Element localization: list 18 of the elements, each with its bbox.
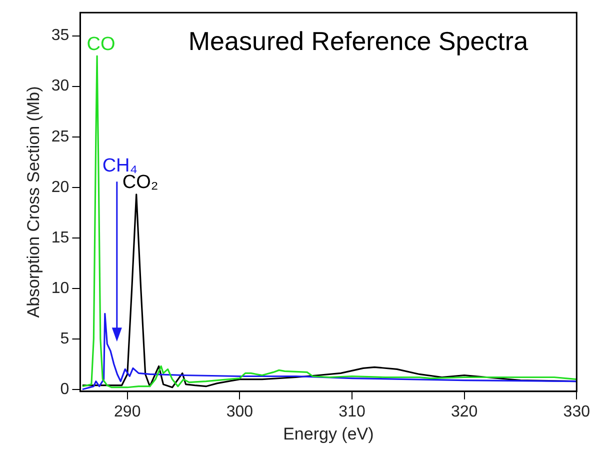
y-tick-label: 20 <box>51 178 70 196</box>
y-tick-label: 35 <box>51 27 70 44</box>
x-tick-label: 290 <box>114 403 141 420</box>
y-tick-label: 30 <box>51 78 70 95</box>
x-tick-label: 320 <box>450 403 478 420</box>
y-axis-title: Absorption Cross Section (Mb) <box>24 86 43 318</box>
x-axis-title: Energy (eV) <box>283 424 374 444</box>
x-tick-label: 330 <box>563 403 590 420</box>
y-tick-label: 5 <box>60 330 70 348</box>
series-label: CO₂ <box>122 172 158 194</box>
y-tick-label: 0 <box>60 380 70 398</box>
series-label: CO <box>86 34 116 55</box>
x-tick-label: 300 <box>226 403 254 420</box>
y-tick-label: 15 <box>51 229 70 246</box>
y-tick-label: 25 <box>51 128 70 146</box>
text: Measured Reference Spectra <box>188 26 529 56</box>
y-tick-label: 10 <box>51 280 70 297</box>
x-tick-label: 310 <box>338 403 366 420</box>
